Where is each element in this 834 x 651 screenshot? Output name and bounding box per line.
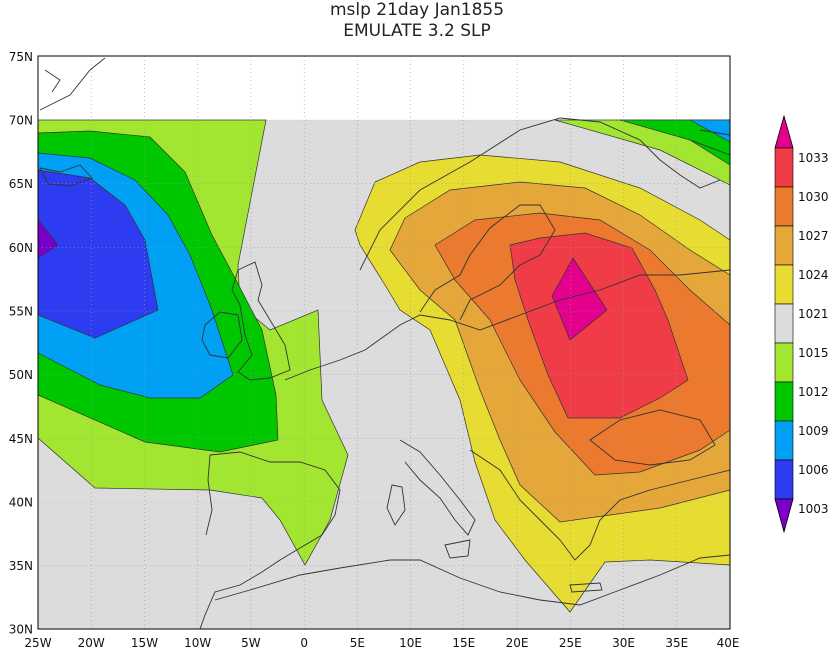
coast-africa [214, 554, 730, 606]
colorbar-label-1009: 1009 [798, 424, 829, 438]
coast-italy [399, 439, 476, 536]
colorbar-label-1030: 1030 [798, 190, 829, 204]
field-1030-1033 [509, 232, 689, 419]
field-lt-1003 [38, 219, 59, 259]
lat-tick-45N: 45N [9, 432, 33, 446]
colorbar-swatch-1024-1027 [774, 225, 794, 266]
lat-tick-50N: 50N [9, 368, 33, 382]
lon-tick-40E: 40E [717, 636, 740, 650]
lon-tick-30E: 30E [612, 636, 635, 650]
colorbar-swatch-1009-1012 [774, 381, 794, 422]
lon-tick-35E: 35E [665, 636, 688, 650]
colorbar-extend-bottom [774, 498, 794, 534]
grid-lines [38, 56, 730, 629]
lon-tick-20W: 20W [78, 636, 105, 650]
lon-tick-10W: 10W [184, 636, 211, 650]
lon-tick-15E: 15E [452, 636, 475, 650]
plot-frame [37, 55, 731, 630]
coast-balkans-greece [469, 449, 730, 561]
lat-tick-65N: 65N [9, 177, 33, 191]
coast-britain [231, 261, 291, 381]
coast-iceland [39, 164, 93, 187]
lat-tick-55N: 55N [9, 305, 33, 319]
colorbar-swatch-1021-1024 [774, 264, 794, 305]
colorbar-label-1006: 1006 [798, 463, 829, 477]
lat-tick-75N: 75N [9, 50, 33, 64]
map-title: mslp 21day Jan1855 EMULATE 3.2 SLP [0, 0, 834, 42]
colorbar-swatch-1006-1009 [774, 420, 794, 461]
colorbar-label-1027: 1027 [798, 229, 829, 243]
colorbar-label-1021: 1021 [798, 307, 829, 321]
colorbar-label-1015: 1015 [798, 346, 829, 360]
colorbar-label-1024: 1024 [798, 268, 829, 282]
colorbar-swatch-1012-1015 [774, 342, 794, 383]
title-line-2: EMULATE 3.2 SLP [343, 21, 491, 41]
lat-tick-60N: 60N [9, 241, 33, 255]
lat-tick-35N: 35N [9, 559, 33, 573]
contour-fields [38, 56, 730, 629]
lat-tick-30N: 30N [9, 623, 33, 637]
coast-crete [569, 582, 603, 593]
colorbar-swatch-1027-1030 [774, 186, 794, 227]
coast-europe-north [284, 269, 730, 381]
colorbar-label-1033: 1033 [798, 151, 829, 165]
coast-novaya-zemlya [689, 129, 730, 156]
colorbar: 1033 1030 1027 1024 1021 1015 1012 1009 … [774, 114, 829, 534]
lon-tick-15W: 15W [131, 636, 158, 650]
field-1003-1006 [38, 169, 159, 339]
colorbar-swatch-1030-1033 [774, 147, 794, 188]
coastlines [39, 57, 730, 629]
lon-tick-5E: 5E [350, 636, 365, 650]
lon-tick-5W: 5W [241, 636, 261, 650]
lon-tick-20E: 20E [506, 636, 529, 650]
title-line-1: mslp 21day Jan1855 [329, 0, 505, 20]
colorbar-label-1003: 1003 [798, 502, 829, 516]
lon-axis: 25W 20W 15W 10W 5W 0 5E 10E 15E 20E 25E … [24, 636, 739, 650]
lon-tick-10E: 10E [399, 636, 422, 650]
coast-black-sea [589, 409, 716, 466]
colorbar-swatch-1003-1006 [774, 459, 794, 500]
coast-iberia [199, 451, 341, 629]
lon-tick-25W: 25W [24, 636, 51, 650]
lon-tick-0: 0 [300, 636, 308, 650]
coast-greenland [39, 57, 106, 111]
lon-tick-25E: 25E [559, 636, 582, 650]
colorbar-label-1012: 1012 [798, 385, 829, 399]
lat-tick-70N: 70N [9, 114, 33, 128]
coast-ireland [201, 311, 243, 359]
colorbar-extend-top [774, 114, 794, 149]
coast-sardinia-corsica [386, 484, 406, 526]
lat-tick-40N: 40N [9, 496, 33, 510]
lat-axis: 75N 70N 65N 60N 55N 50N 45N 40N 35N 30N [9, 50, 33, 637]
coast-sicily [444, 539, 471, 559]
coast-scandinavia [359, 117, 721, 321]
colorbar-swatch-1015-1021 [774, 303, 794, 344]
